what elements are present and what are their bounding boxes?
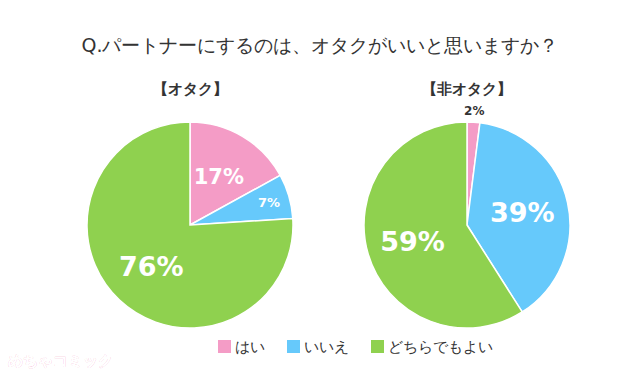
annotation: めちゃコミック	[8, 352, 113, 370]
pie-slices	[364, 122, 570, 328]
legend-swatch	[287, 340, 300, 353]
background	[0, 0, 640, 378]
pie-slices	[87, 122, 293, 328]
pie-subtitle: 【オタク】	[153, 80, 228, 98]
legend-label: いいえ	[304, 338, 349, 356]
data-label: 39%	[490, 197, 555, 228]
legend: はい いいえ どちらでもよい	[218, 338, 493, 356]
data-label: 7%	[258, 195, 280, 210]
data-label: 59%	[380, 226, 445, 257]
data-label: 17%	[194, 165, 244, 189]
legend-swatch	[218, 340, 231, 353]
title: Q.パートナーにするのは、オタクがいいと思いますか？	[82, 34, 559, 56]
chart-svg: Q.パートナーにするのは、オタクがいいと思いますか？ 【オタク】 17% 7% 76% 【…	[0, 0, 640, 378]
legend-label: どちらでもよい	[388, 338, 493, 356]
pie-slice	[87, 122, 293, 328]
data-label: 76%	[119, 251, 184, 282]
data-label: 2%	[464, 104, 484, 118]
legend-label: はい	[235, 338, 265, 356]
pie-subtitle: 【非オタク】	[422, 80, 512, 98]
chart-container: Q.パートナーにするのは、オタクがいいと思いますか？ 【オタク】 17% 7% 76% 【…	[0, 0, 640, 378]
legend-swatch	[371, 340, 384, 353]
